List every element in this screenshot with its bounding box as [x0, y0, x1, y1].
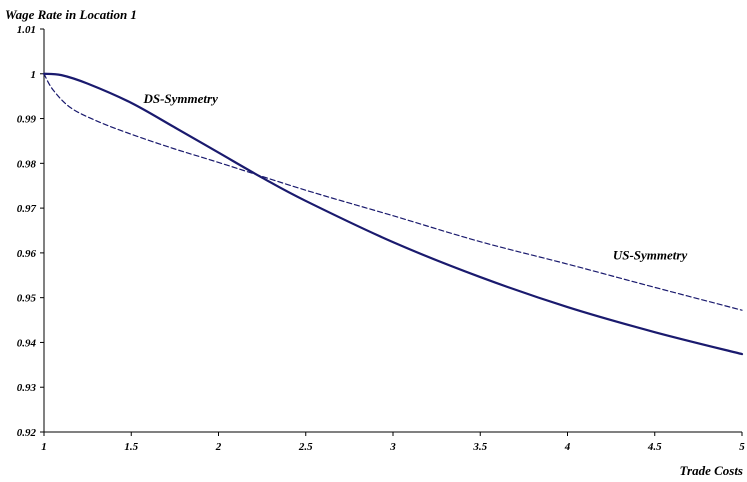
- x-tick-label: 2: [215, 441, 222, 453]
- y-tick-label: 0.96: [17, 248, 37, 260]
- y-tick-label: 0.99: [17, 114, 37, 126]
- x-axis-title: Trade Costs: [680, 463, 743, 478]
- series-layer: [42, 72, 744, 356]
- y-tick-label: 0.94: [17, 337, 37, 349]
- x-tick-label: 4.5: [647, 441, 662, 453]
- y-tick-labels: 0.92 0.93 0.94 0.95 0.96 0.97 0.98 0.99 1 1.01: [17, 24, 44, 439]
- x-tick-labels: 1 1.5 2 2.5 3 3.5 4 4.5 5: [41, 432, 745, 453]
- y-tick-label: 0.97: [17, 203, 37, 215]
- series-line-us-symmetry: [43, 73, 743, 311]
- annotation-layer: DS-Symmetry US-Symmetry: [142, 91, 687, 263]
- series-annotation: DS-Symmetry: [142, 91, 218, 106]
- y-tick-label: 1: [31, 69, 37, 81]
- series-annotation: US-Symmetry: [613, 248, 688, 263]
- y-tick-label: 0.93: [17, 382, 37, 394]
- series-line-ds-symmetry: [42, 72, 744, 356]
- x-tick-label: 5: [739, 441, 745, 453]
- y-tick-label: 0.92: [17, 427, 37, 439]
- x-tick-label: 3: [389, 441, 396, 453]
- axes: [43, 29, 742, 433]
- y-tick-label: 1.01: [17, 24, 36, 36]
- x-tick-label: 4: [564, 441, 571, 453]
- x-tick-label: 1.5: [124, 441, 138, 453]
- y-tick-label: 0.95: [17, 293, 37, 305]
- y-axis-title: Wage Rate in Location 1: [5, 7, 137, 22]
- y-tick-label: 0.98: [17, 158, 37, 170]
- x-tick-label: 3.5: [472, 441, 487, 453]
- x-tick-label: 1: [41, 441, 47, 453]
- x-tick-label: 2.5: [298, 441, 313, 453]
